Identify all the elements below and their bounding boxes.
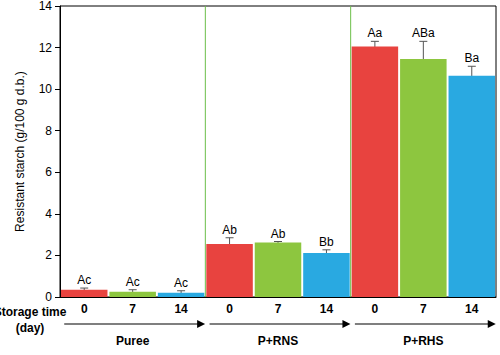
svg-text:12: 12 <box>39 41 53 55</box>
svg-text:14: 14 <box>174 302 188 316</box>
svg-text:ABa: ABa <box>412 26 435 40</box>
svg-text:6: 6 <box>45 165 52 179</box>
svg-text:Ba: Ba <box>464 51 479 65</box>
svg-text:0: 0 <box>372 302 379 316</box>
svg-text:7: 7 <box>420 302 427 316</box>
svg-text:Ab: Ab <box>222 223 237 237</box>
svg-text:2: 2 <box>45 248 52 262</box>
svg-text:P+RHS: P+RHS <box>403 334 443 348</box>
svg-text:7: 7 <box>129 302 136 316</box>
svg-text:Ab: Ab <box>271 227 286 241</box>
svg-text:8: 8 <box>45 124 52 138</box>
svg-text:Ac: Ac <box>126 275 140 289</box>
svg-text:7: 7 <box>275 302 282 316</box>
svg-text:Ac: Ac <box>77 273 91 287</box>
svg-text:Puree: Puree <box>116 334 150 348</box>
svg-text:4: 4 <box>45 207 52 221</box>
svg-text:Resistant starch (g/100 g d.b.: Resistant starch (g/100 g d.b.) <box>13 71 27 232</box>
svg-text:0: 0 <box>81 302 88 316</box>
svg-text:Ac: Ac <box>174 276 188 290</box>
svg-text:14: 14 <box>320 302 334 316</box>
svg-text:P+RNS: P+RNS <box>258 334 298 348</box>
svg-text:Bb: Bb <box>319 235 334 249</box>
svg-text:0: 0 <box>45 290 52 304</box>
svg-text:Storage time: Storage time <box>0 305 67 319</box>
svg-text:14: 14 <box>39 0 53 13</box>
svg-text:0: 0 <box>226 302 233 316</box>
svg-text:10: 10 <box>39 82 53 96</box>
svg-text:(day): (day) <box>16 321 45 335</box>
svg-text:14: 14 <box>465 302 479 316</box>
svg-text:Aa: Aa <box>368 26 383 40</box>
